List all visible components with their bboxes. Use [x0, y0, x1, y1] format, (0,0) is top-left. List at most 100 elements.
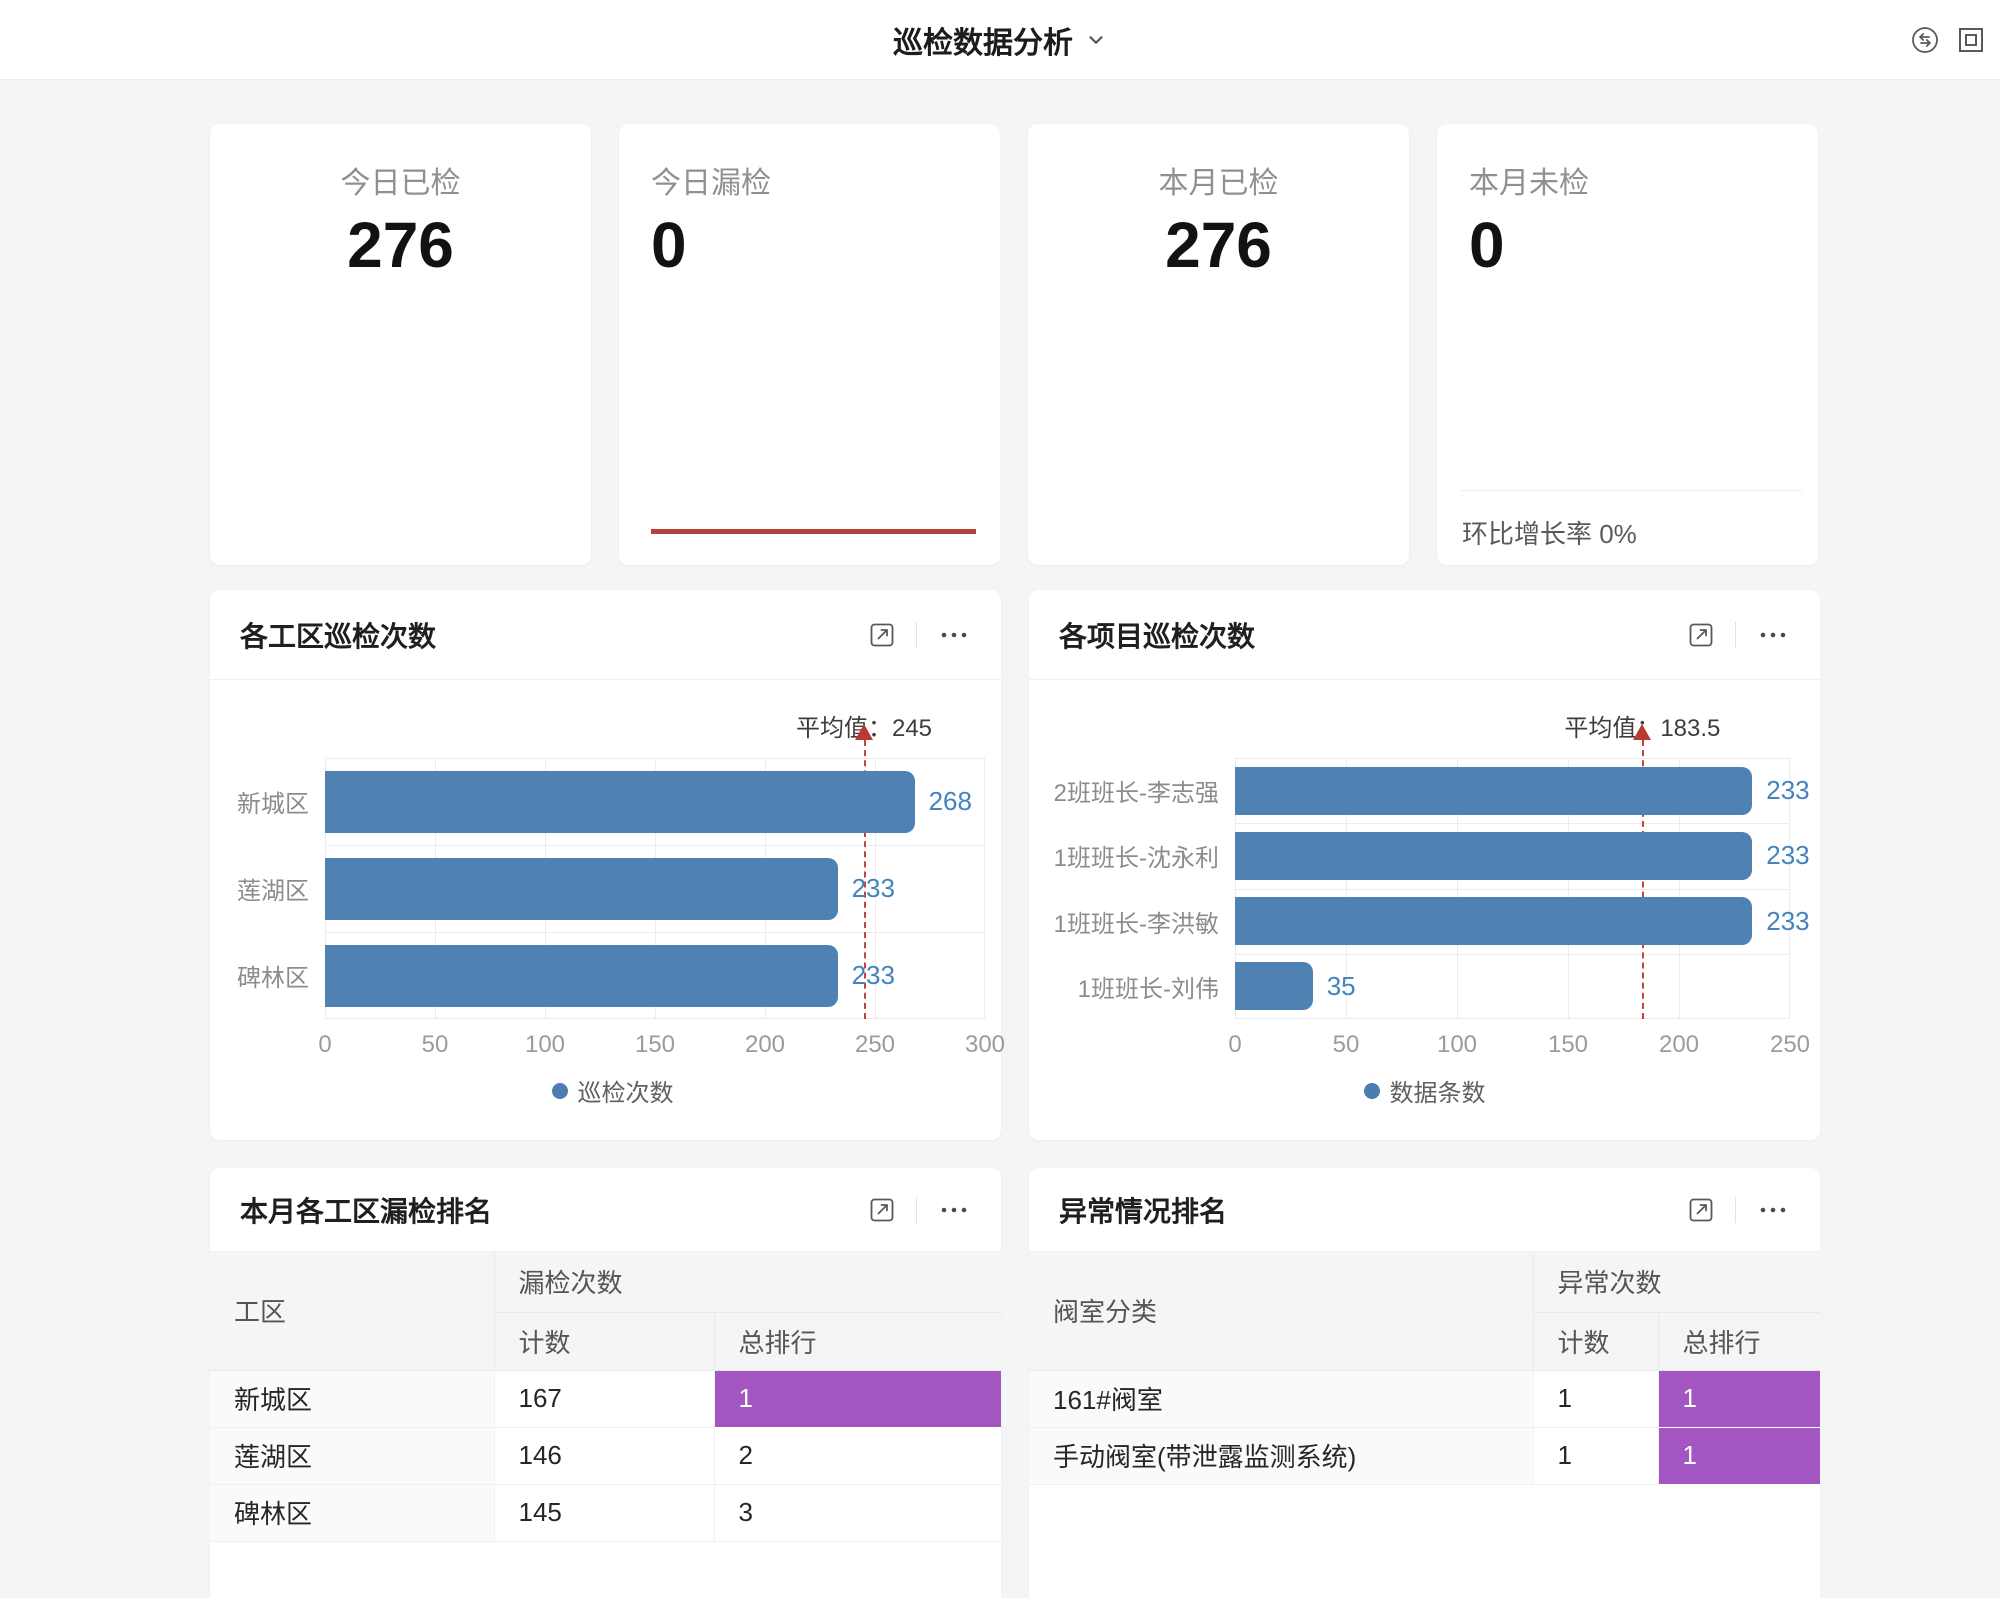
category-label: 莲湖区	[237, 878, 309, 905]
more-options-icon[interactable]	[937, 621, 971, 649]
stat-card-missed-today: 今日漏检 0	[619, 124, 1000, 565]
x-tick-label: 50	[1332, 1031, 1360, 1058]
open-in-new-icon[interactable]	[1687, 1196, 1715, 1224]
grid-line-horizontal	[1235, 758, 1790, 759]
cell-count: 1	[1533, 1370, 1659, 1428]
mean-label-row: 平均值：245	[325, 708, 985, 742]
growth-rate-text: 环比增长率 0%	[1462, 519, 1637, 549]
divider	[916, 1196, 917, 1223]
bar-value-label: 35	[1326, 970, 1356, 1001]
grid-line-horizontal	[1235, 953, 1790, 955]
panel-actions	[1687, 621, 1790, 649]
more-options-icon[interactable]	[937, 1196, 971, 1224]
bar-rows: 268 233 233	[325, 758, 985, 1019]
panel-actions	[868, 1196, 971, 1224]
tables-row: 本月各工区漏检排名 工区 漏检次数 计数 总排行 新城区 167 1 莲湖区 146	[210, 1168, 1820, 1598]
chart-title: 各项目巡检次数	[1059, 620, 1256, 652]
x-tick-label: 200	[1658, 1031, 1700, 1058]
grid-line-horizontal	[1235, 823, 1790, 825]
page-title: 巡检数据分析	[893, 26, 1073, 60]
cell-rank: 2	[714, 1427, 1001, 1485]
table-title: 本月各工区漏检排名	[240, 1195, 493, 1227]
legend-dot	[551, 1082, 568, 1099]
alert-underline	[651, 529, 976, 534]
work-area-inspections-panel: 各工区巡检次数 平均值：245 新城区 莲湖区 碑林区 268 233 233 0	[210, 590, 1005, 1140]
table-row: 手动阀室(带泄露监测系统) 1 1	[1029, 1427, 1820, 1485]
dashboard-content: 今日已检 276 今日漏检 0 本月已检 276 本月未检 0 环比增长率 0%	[210, 124, 1820, 1598]
x-tick-label: 250	[854, 1031, 896, 1058]
stat-value: 276	[1165, 209, 1272, 281]
grid-line-vertical	[984, 758, 985, 1019]
stat-label: 本月已检	[1158, 167, 1279, 200]
bar[interactable]	[1235, 962, 1313, 1011]
grid-line-vertical	[875, 758, 876, 1019]
work-area-inspections-chart: 平均值：245 新城区 莲湖区 碑林区 268 233 233 0 50 100 150 200 250…	[210, 708, 1005, 1108]
header-actions	[1910, 0, 1986, 79]
plot-grid: 268 233 233	[325, 724, 985, 1019]
grid-line-horizontal	[325, 931, 985, 933]
table-header-row: 阀室分类 异常次数	[1029, 1252, 1820, 1371]
column-subheader: 计数	[494, 1312, 714, 1371]
open-in-new-icon[interactable]	[868, 621, 896, 649]
mean-line-arrow	[855, 724, 873, 740]
x-tick-label: 100	[1436, 1031, 1478, 1058]
more-options-icon[interactable]	[1756, 621, 1790, 649]
more-options-icon[interactable]	[1756, 1196, 1790, 1224]
legend-dot	[1363, 1082, 1380, 1099]
open-in-new-icon[interactable]	[1687, 621, 1715, 649]
x-tick-label: 250	[1769, 1031, 1811, 1058]
bar[interactable]	[1235, 897, 1753, 946]
column-subheader: 计数	[1533, 1312, 1658, 1371]
column-header-group: 异常次数	[1533, 1252, 1820, 1313]
table-row: 碑林区 145 3	[210, 1484, 1001, 1542]
table-row: 新城区 167 1	[210, 1370, 1001, 1428]
cell-rank: 1	[1658, 1370, 1820, 1428]
stat-value: 0	[651, 209, 687, 281]
bar-value-label: 233	[1766, 775, 1810, 806]
charts-row: 各工区巡检次数 平均值：245 新城区 莲湖区 碑林区 268 233 233 0	[210, 590, 1820, 1140]
column-header-category: 工区	[210, 1252, 495, 1371]
grid-line-horizontal	[325, 1018, 985, 1019]
table-title: 异常情况排名	[1059, 1195, 1228, 1227]
column-subheader: 总排行	[1657, 1312, 1820, 1371]
missed-inspection-ranking-panel: 本月各工区漏检排名 工区 漏检次数 计数 总排行 新城区 167 1 莲湖区 146	[210, 1168, 1001, 1598]
bar[interactable]	[325, 944, 838, 1007]
cell-name: 手动阀室(带泄露监测系统)	[1029, 1427, 1534, 1485]
project-inspections-panel: 各项目巡检次数 平均值：183.5 2班班长-李志强 1班班长-沈永利 1	[1029, 590, 1820, 1140]
chart-legend[interactable]: 巡检次数	[240, 1073, 985, 1108]
cell-name: 莲湖区	[210, 1427, 495, 1485]
stat-label: 今日漏检	[651, 167, 771, 200]
refresh-icon[interactable]	[1910, 25, 1940, 55]
x-axis: 0 50 100 150 200 250 300	[318, 1019, 1005, 1063]
x-tick-label: 0	[1228, 1031, 1242, 1058]
divider	[1735, 621, 1736, 648]
bar[interactable]	[325, 770, 915, 833]
category-label: 1班班长-刘伟	[1077, 975, 1219, 1003]
missed-inspection-ranking-table: 工区 漏检次数 计数 总排行 新城区 167 1 莲湖区 146 2 碑林区 145 3	[210, 1252, 1001, 1542]
table-subheader-row: 计数 总排行	[210, 1312, 1001, 1371]
stat-label: 今日已检	[340, 167, 461, 200]
bar[interactable]	[1235, 831, 1753, 880]
bar-value-label: 233	[851, 960, 895, 990]
stat-card-checked-today: 今日已检 276	[210, 124, 591, 565]
panel-header: 各项目巡检次数	[1029, 590, 1820, 680]
panel-header: 异常情况排名	[1029, 1168, 1820, 1252]
dashboard-title-selector[interactable]: 巡检数据分析	[893, 18, 1107, 62]
bar-row: 35	[1235, 954, 1790, 1019]
open-in-new-icon[interactable]	[868, 1196, 896, 1224]
x-tick-label: 150	[1547, 1031, 1589, 1058]
top-header: 巡检数据分析	[0, 0, 2000, 80]
x-axis: 0 50 100 150 200 250	[1228, 1019, 1810, 1063]
category-axis: 2班班长-李志强 1班班长-沈永利 1班班长-李洪敏 1班班长-刘伟	[1054, 758, 1235, 1019]
window-frame-icon[interactable]	[1956, 25, 1986, 55]
chart-legend[interactable]: 数据条数	[1059, 1073, 1790, 1108]
stat-card-checked-month: 本月已检 276	[1028, 124, 1409, 565]
divider	[1461, 490, 1802, 491]
grid-line-horizontal	[325, 844, 985, 846]
legend-label: 巡检次数	[577, 1080, 674, 1107]
x-tick-label: 200	[744, 1031, 786, 1058]
x-tick-label: 100	[524, 1031, 566, 1058]
bar[interactable]	[1235, 766, 1753, 815]
bar-row: 233	[1235, 889, 1810, 954]
bar[interactable]	[325, 857, 838, 920]
